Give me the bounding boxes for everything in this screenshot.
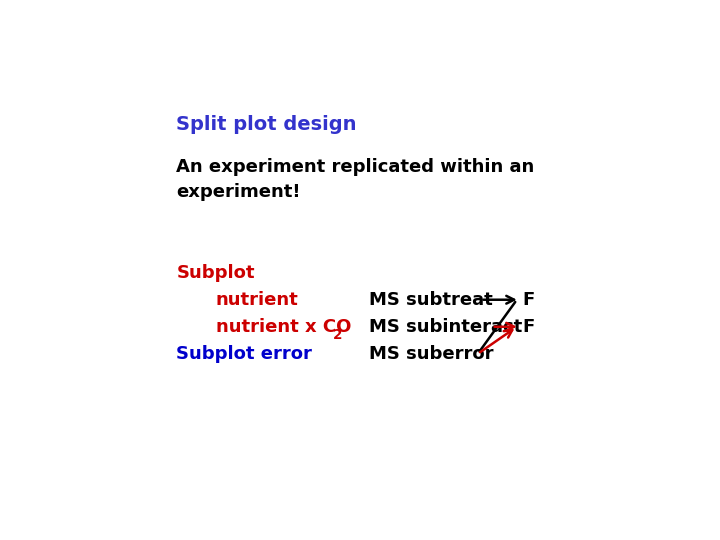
Text: F: F xyxy=(523,318,535,336)
Text: Subplot: Subplot xyxy=(176,264,255,282)
Text: nutrient: nutrient xyxy=(215,291,298,309)
Text: Split plot design: Split plot design xyxy=(176,114,357,134)
Text: experiment!: experiment! xyxy=(176,183,301,201)
Text: MS subinteract: MS subinteract xyxy=(369,318,522,336)
Text: MS suberror: MS suberror xyxy=(369,345,493,363)
Text: Subplot error: Subplot error xyxy=(176,345,312,363)
Text: 2: 2 xyxy=(333,328,342,342)
Text: F: F xyxy=(523,291,535,309)
Text: An experiment replicated within an: An experiment replicated within an xyxy=(176,158,535,177)
Text: MS subtreat: MS subtreat xyxy=(369,291,492,309)
Text: nutrient x CO: nutrient x CO xyxy=(215,318,351,336)
